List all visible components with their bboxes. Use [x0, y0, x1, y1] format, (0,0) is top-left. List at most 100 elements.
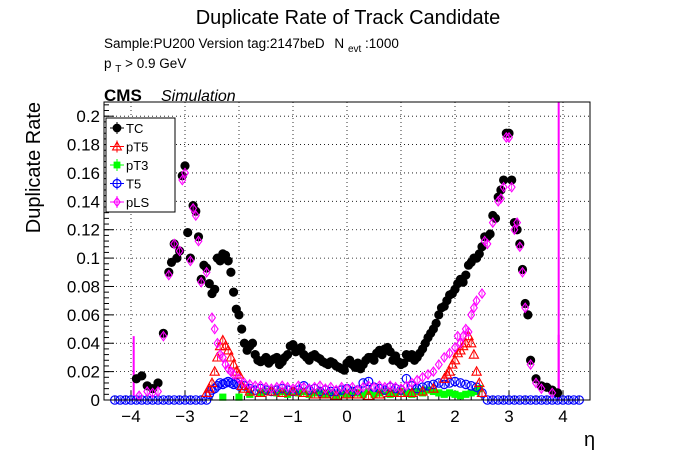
data-point-pls	[283, 381, 292, 393]
data-point-pls	[423, 368, 433, 381]
data-point-pt3	[475, 385, 483, 393]
data-point-pls	[407, 377, 416, 389]
data-point-t5	[450, 376, 460, 387]
data-point-tc	[431, 318, 441, 328]
series-tc	[131, 128, 563, 398]
legend-label-pt3: pT3	[126, 158, 148, 173]
legend-entry-t5: T5	[110, 177, 141, 192]
data-point-pt5	[255, 386, 267, 398]
y-tick-label: 0.1	[76, 249, 100, 268]
y-tick-label: 0.18	[67, 136, 100, 155]
data-point-pt5	[238, 382, 250, 393]
data-point-pt5	[363, 389, 375, 400]
sample-text: Sample:PU200 Version tag:2147beD	[104, 36, 325, 51]
data-point-pt3	[440, 390, 448, 398]
data-point-pls	[213, 337, 222, 349]
legend-marker-pls	[113, 196, 121, 208]
data-point-pt3	[467, 389, 475, 397]
data-point-pls	[507, 181, 516, 193]
data-point-pls	[191, 209, 200, 222]
x-tick-label: 1	[396, 407, 405, 426]
data-point-pls	[178, 174, 187, 186]
data-point-pls	[515, 241, 524, 253]
data-point-pt5	[298, 386, 310, 398]
sample-info: Sample:PU200 Version tag:2147beD N evt :…	[104, 36, 399, 55]
data-point-pls	[353, 384, 362, 396]
nevt-prefix: N	[334, 36, 344, 51]
data-point-pls	[251, 380, 260, 392]
data-point-pls	[396, 383, 406, 395]
x-tick-label: 2	[450, 407, 459, 426]
data-point-pt3	[370, 390, 378, 398]
data-point-tc	[237, 324, 247, 334]
data-point-t5	[209, 383, 220, 394]
data-point-pls	[294, 380, 303, 392]
data-point-pt3	[435, 389, 443, 397]
data-point-pls	[513, 217, 522, 229]
data-point-pls	[453, 330, 462, 342]
data-point-pls	[386, 380, 395, 392]
data-point-pt3	[235, 393, 243, 401]
data-point-pls	[413, 374, 422, 386]
data-point-pt5	[244, 385, 256, 396]
data-point-tc	[282, 349, 293, 360]
y-tick-label: 0.08	[67, 277, 100, 296]
data-point-pt3	[402, 389, 410, 397]
data-point-pls	[332, 384, 341, 396]
legend-marker-pt5	[111, 140, 123, 151]
data-point-pt5	[341, 388, 353, 399]
pt-prefix: p	[104, 56, 112, 71]
y-tick-label: 0.14	[67, 192, 100, 211]
data-point-pt5	[476, 386, 488, 398]
data-point-pt5	[449, 354, 461, 365]
data-point-t5	[212, 381, 223, 391]
data-point-pls	[364, 380, 373, 392]
data-point-tc	[204, 279, 214, 289]
data-point-pt5	[309, 388, 321, 399]
legend-entry-pt3: pT3	[110, 158, 148, 173]
y-tick-label: 0.2	[76, 107, 100, 126]
data-point-pls	[159, 330, 168, 342]
x-tick-label: 0	[342, 407, 351, 426]
data-point-tc	[399, 358, 409, 368]
series-pt5	[201, 330, 488, 400]
legend-label-t5: T5	[126, 177, 141, 192]
data-point-pt5	[225, 351, 237, 362]
data-point-pls	[459, 330, 468, 342]
data-point-tc	[183, 227, 193, 238]
data-point-pt5	[395, 386, 407, 398]
chart-title: Duplicate Rate of Track Candidate	[196, 7, 501, 29]
data-point-pt5	[330, 389, 342, 400]
data-point-tc	[210, 284, 220, 294]
data-point-pls	[434, 358, 443, 371]
data-point-pt5	[417, 385, 429, 396]
data-point-pls	[197, 276, 206, 288]
data-point-pt5	[471, 365, 483, 376]
data-point-pls	[445, 347, 454, 359]
data-point-pls	[326, 381, 335, 393]
data-point-tc	[229, 287, 239, 297]
data-point-pls	[234, 373, 244, 385]
data-point-pls	[450, 341, 460, 354]
data-point-tc	[552, 388, 563, 398]
data-point-pls	[518, 266, 527, 278]
data-point-pls	[170, 238, 179, 250]
y-tick-label: 0.06	[67, 306, 100, 325]
simulation-label: Simulation	[161, 88, 236, 105]
cms-label: CMS	[104, 86, 142, 105]
data-point-pls	[256, 380, 265, 392]
data-point-tc	[137, 371, 147, 381]
data-point-pls	[153, 385, 163, 398]
y-tick-label: 0	[91, 391, 100, 410]
data-point-pt5	[427, 382, 439, 393]
data-point-pls	[337, 381, 346, 393]
legend-entry-pt5: pT5	[110, 140, 148, 155]
data-point-pls	[218, 351, 227, 363]
data-point-pls	[418, 371, 427, 383]
data-point-pls	[207, 312, 217, 324]
data-point-pls	[194, 235, 203, 247]
data-point-pt5	[406, 386, 418, 398]
data-point-t5	[444, 378, 455, 388]
x-axis-label: η	[584, 429, 595, 451]
